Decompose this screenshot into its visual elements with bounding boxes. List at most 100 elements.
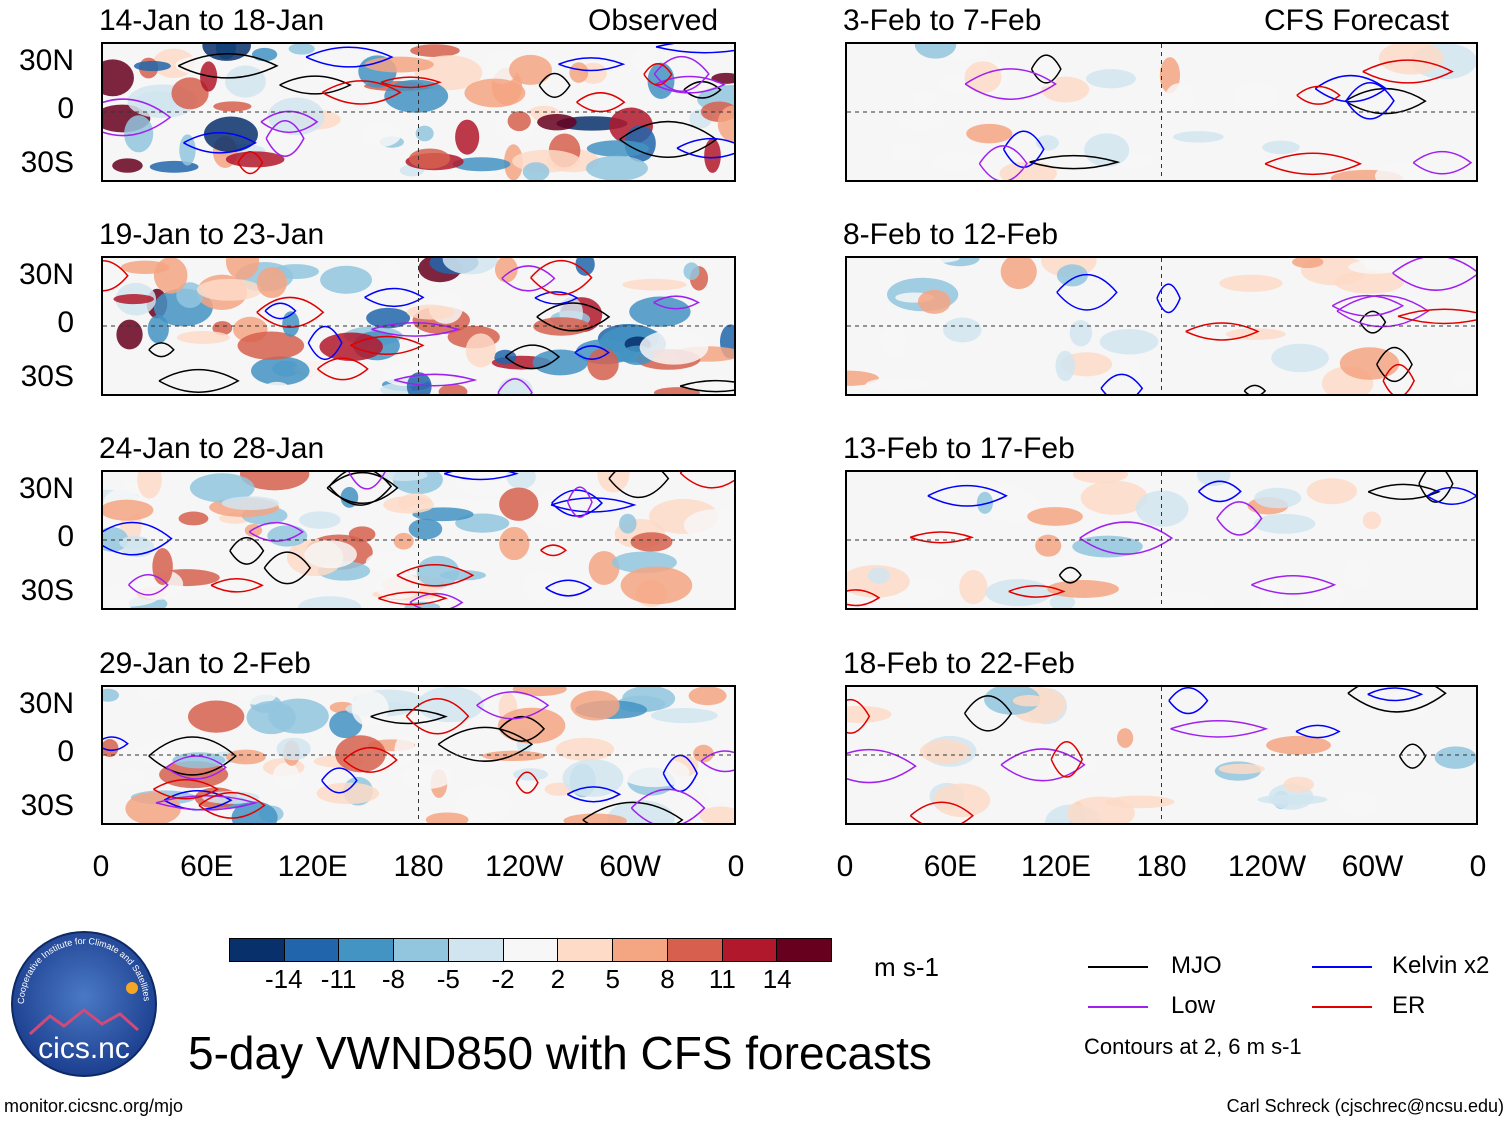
wind-anomaly-cell — [116, 319, 143, 350]
map-panel — [845, 256, 1478, 396]
contour-mjo — [1367, 483, 1441, 500]
wind-anomaly-cell — [1035, 534, 1062, 557]
wind-anomaly-cell — [607, 800, 675, 823]
wind-anomaly-cell — [304, 540, 357, 569]
wind-anomaly-cell — [943, 317, 982, 343]
panel-title: 13-Feb to 17-Feb — [843, 432, 1075, 465]
wind-anomaly-cell — [892, 142, 923, 162]
colorbar-tick-label: 5 — [605, 964, 620, 994]
contour-kelvin-x2 — [1295, 724, 1341, 739]
lon-tick-label: 180 — [393, 850, 444, 883]
contour-kelvin-x2 — [1002, 130, 1045, 168]
wind-anomaly-cell — [380, 472, 428, 481]
contour-er — [1362, 59, 1454, 84]
wind-anomaly-cell — [914, 44, 957, 59]
lon-tick-label: 180 — [1136, 850, 1187, 883]
main-title: 5-day VWND850 with CFS forecasts — [188, 1027, 932, 1079]
contour-mjo — [505, 344, 561, 370]
wind-anomaly-cell — [239, 472, 310, 491]
contour-mjo — [1418, 472, 1454, 503]
wind-anomaly-cell — [653, 387, 700, 394]
wind-anomaly-cell — [1196, 472, 1231, 487]
lat-tick-label: 30S — [20, 574, 74, 607]
wind-anomaly-cell — [202, 44, 251, 61]
contour-low — [700, 750, 734, 773]
wind-anomaly-cell — [512, 768, 549, 781]
wind-anomaly-cell — [137, 687, 160, 702]
colorbar-tick-label: 8 — [660, 964, 675, 994]
wind-anomaly-cell — [509, 54, 552, 85]
footer-url[interactable]: monitor.cicsnc.org/mjo — [4, 1096, 184, 1116]
wind-anomaly-cell — [416, 555, 460, 588]
contour-er — [153, 779, 219, 800]
contour-mjo — [679, 379, 734, 393]
wind-anomaly-cell — [1000, 258, 1037, 290]
wind-anomaly-cell — [236, 687, 278, 705]
wind-anomaly-cell — [187, 700, 245, 733]
contour-kelvin-x2 — [1198, 480, 1242, 503]
lat-tick-label: 30S — [20, 789, 74, 822]
wind-anomaly-cell — [847, 705, 892, 723]
wind-anomaly-cell — [176, 282, 204, 308]
lat-tick-label: 30N — [18, 258, 74, 291]
wind-anomaly-cell — [288, 44, 315, 55]
contour-kelvin-x2 — [307, 325, 343, 361]
wind-anomaly-cell — [683, 509, 734, 542]
contour-er — [321, 80, 402, 105]
wind-anomaly-cell — [919, 739, 971, 764]
lon-tick-label: 120W — [1227, 850, 1307, 883]
contour-er — [343, 747, 398, 773]
lon-tick-label: 60E — [180, 850, 234, 883]
wind-anomaly-cell — [320, 265, 372, 294]
wind-anomaly-cell — [1118, 358, 1141, 377]
wind-anomaly-cell — [1378, 44, 1444, 75]
wind-anomaly-cell — [335, 735, 386, 773]
contour-er — [317, 357, 369, 381]
wind-anomaly-cell — [620, 566, 693, 605]
colorbar-swatch — [230, 939, 285, 961]
colorbar-tick-label: 11 — [708, 964, 736, 994]
contour-er — [1397, 308, 1476, 325]
contour-kelvin-x2 — [305, 46, 394, 68]
wind-anomaly-cell — [1135, 490, 1189, 527]
contour-mjo — [536, 302, 611, 332]
contour-low — [155, 795, 259, 811]
wind-anomaly-cell — [251, 47, 278, 62]
contour-kelvin-x2 — [545, 579, 593, 597]
contour-er — [540, 544, 567, 557]
wind-anomaly-cell — [1218, 763, 1265, 774]
wind-anomaly-cell — [939, 472, 957, 497]
wind-anomaly-cell — [250, 356, 310, 386]
contour-er — [103, 260, 129, 292]
wind-anomaly-cell — [693, 744, 714, 763]
lat-tick-label: 30N — [18, 687, 74, 720]
wind-anomaly-cell — [933, 783, 991, 818]
wind-anomaly-cell — [329, 710, 363, 739]
contour-er — [1264, 152, 1363, 175]
wind-anomaly-cell — [1434, 746, 1476, 769]
panel-title: 18-Feb to 22-Feb — [843, 647, 1075, 680]
wind-anomaly-cell — [597, 472, 630, 493]
wind-anomaly-cell — [1219, 274, 1283, 292]
wind-anomaly-cell — [303, 59, 356, 83]
contour-kelvin-x2 — [558, 57, 626, 72]
lon-tick-label: 0 — [92, 850, 110, 883]
wind-anomaly-cell — [298, 596, 362, 608]
wind-anomaly-cell — [1348, 260, 1401, 274]
contour-er — [1296, 85, 1341, 105]
lon-tick-label: 60W — [1341, 850, 1404, 883]
contour-low — [1079, 521, 1174, 555]
contour-kelvin-x2 — [183, 132, 257, 154]
wind-anomaly-cell — [932, 151, 984, 171]
wind-anomaly-cell — [704, 138, 721, 173]
wind-anomaly-cell — [622, 278, 687, 291]
contour-kelvin-x2 — [534, 291, 579, 305]
wind-anomaly-cell — [1362, 511, 1382, 530]
contour-er — [515, 771, 539, 794]
wind-anomaly-cell — [252, 546, 284, 559]
contour-kelvin-x2 — [443, 472, 519, 481]
lat-tick-label: 0 — [57, 735, 74, 768]
contour-kelvin-x2 — [1345, 82, 1395, 120]
contour-mjo — [437, 726, 534, 762]
contour-mjo — [1029, 154, 1121, 170]
